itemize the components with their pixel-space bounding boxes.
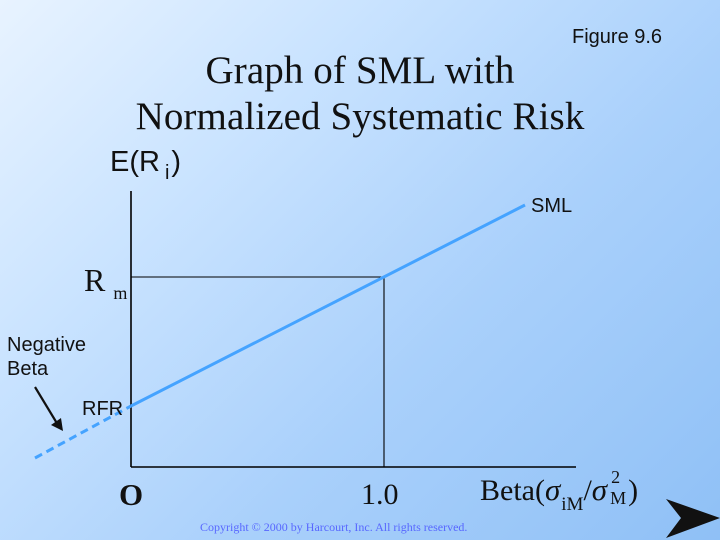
- title-line-2: Normalized Systematic Risk: [135, 95, 585, 138]
- y-axis-label-prefix: E(R: [110, 146, 160, 178]
- sigma-market-subscript: M: [610, 488, 627, 508]
- sigma-covariance-subscript: iM: [561, 494, 584, 515]
- formula-divide-slash: /: [583, 474, 592, 507]
- negative-beta-label: Negative Beta: [7, 333, 117, 381]
- figure-number: Figure 9.6: [572, 26, 663, 48]
- market-return-label-subscript: m: [113, 283, 128, 303]
- sml-label: SML: [531, 195, 573, 217]
- y-axis-label-subscript: i: [164, 162, 170, 184]
- y-axis-label-suffix: ): [171, 146, 182, 178]
- risk-free-rate-label: RFR: [82, 398, 124, 420]
- y-axis-label: E(R i): [110, 146, 182, 184]
- negative-beta-pointer-arrow: [34, 386, 63, 431]
- beta-formula-close-paren: ): [628, 474, 639, 507]
- negative-beta-text: Negative Beta: [7, 334, 86, 380]
- sigma-market-superscript: 2: [611, 467, 621, 487]
- sigma-covariance-symbol: σ: [544, 472, 561, 507]
- security-market-line: [130, 203, 526, 408]
- negative-beta-dashed-line: [34, 404, 132, 460]
- beta-prefix: Beta(: [480, 474, 545, 507]
- market-return-label-main: R: [84, 262, 106, 298]
- next-slide-arrow-icon[interactable]: [666, 497, 720, 540]
- copyright-notice: Copyright © 2000 by Harcourt, Inc. All r…: [200, 520, 468, 534]
- beta-one-tick-label: 1.0: [361, 478, 399, 511]
- title-line-1: Graph of SML with: [205, 49, 515, 92]
- x-axis-beta-formula: Beta(σiM/σ 2 M): [480, 468, 639, 514]
- page-title: Graph of SML with Normalized Systematic …: [0, 48, 720, 140]
- sigma-market-symbol: σ: [591, 472, 608, 507]
- origin-label: O: [119, 477, 144, 512]
